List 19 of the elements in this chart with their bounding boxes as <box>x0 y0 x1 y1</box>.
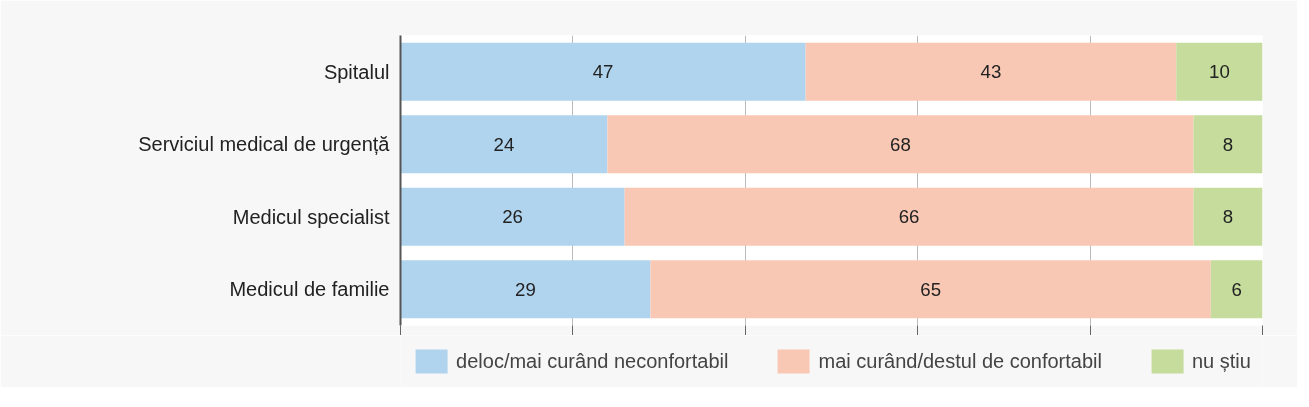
data-label: 47 <box>592 61 614 83</box>
data-label: 66 <box>898 206 920 228</box>
legend-label: mai curând/destul de confortabil <box>818 349 1102 373</box>
y-tick-label: Medicul specialist <box>232 205 390 228</box>
data-label: 29 <box>515 278 536 300</box>
data-label: 68 <box>890 133 911 155</box>
data-label: 24 <box>493 133 515 155</box>
data-label: 8 <box>1222 206 1234 228</box>
y-tick-label: Medicul de familie <box>229 278 390 301</box>
data-label: 10 <box>1209 61 1230 83</box>
data-label: 6 <box>1231 278 1242 300</box>
data-label: 8 <box>1222 133 1234 155</box>
legend-label: nu știu <box>1191 349 1251 373</box>
data-label: 43 <box>980 61 1002 83</box>
y-tick-label: Serviciul medical de urgență <box>138 133 391 156</box>
data-label: 26 <box>502 206 523 228</box>
y-tick-label: Spitalul <box>323 60 390 83</box>
data-label: 65 <box>920 278 942 300</box>
legend-label: deloc/mai curând neconfortabil <box>456 349 729 373</box>
